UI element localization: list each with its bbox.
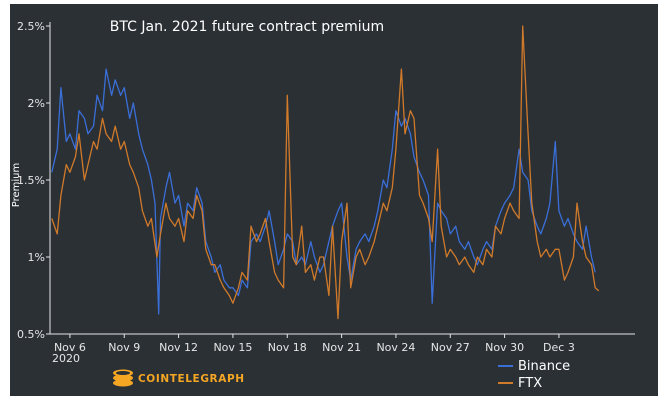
legend-label-binance: Binance (518, 359, 570, 374)
legend-label-ftx: FTX (518, 376, 542, 391)
x-tick-label: Nov 6 (54, 341, 86, 354)
y-tick-label: 1% (28, 251, 45, 264)
y-axis-label: Premium (11, 163, 22, 208)
x-axis-year-label: 2020 (52, 352, 80, 365)
chart-panel: BTC Jan. 2021 future contract premium Pr… (10, 4, 658, 396)
premium-chart: BTC Jan. 2021 future contract premium Pr… (11, 19, 635, 391)
x-tick-label: Nov 24 (376, 341, 415, 354)
x-tick-label: Nov 30 (485, 341, 524, 354)
x-tick-label: Nov 27 (431, 341, 470, 354)
series-line-binance (51, 68, 596, 315)
y-tick-label: 0.5% (17, 328, 45, 341)
series-line-ftx (51, 25, 600, 320)
y-tick-label: 2.5% (17, 20, 45, 33)
y-tick-label: 2% (28, 97, 45, 110)
x-tick-label: Nov 18 (268, 341, 307, 354)
x-tick-label: Dec 3 (543, 341, 575, 354)
x-axis-ticks: Nov 6 Nov 9 Nov 12 Nov 15 Nov 18 Nov 21 Nov 24… (54, 334, 575, 354)
cointelegraph-coin-icon (113, 369, 133, 387)
x-tick-label: Nov 9 (108, 341, 140, 354)
y-axis-ticks: 0.5% 1% 1.5% 2% 2.5% (17, 20, 50, 341)
axes (49, 22, 635, 335)
x-tick-label: Nov 12 (159, 341, 198, 354)
chart-title: BTC Jan. 2021 future contract premium (110, 19, 384, 35)
series-layer (51, 25, 600, 320)
y-tick-label: 1.5% (17, 174, 45, 187)
cointelegraph-logo: COINTELEGRAPH (113, 369, 245, 387)
x-tick-label: Nov 21 (322, 341, 361, 354)
x-tick-label: Nov 15 (213, 341, 252, 354)
legend: Binance FTX (498, 359, 570, 391)
cointelegraph-wordmark: COINTELEGRAPH (138, 373, 245, 385)
